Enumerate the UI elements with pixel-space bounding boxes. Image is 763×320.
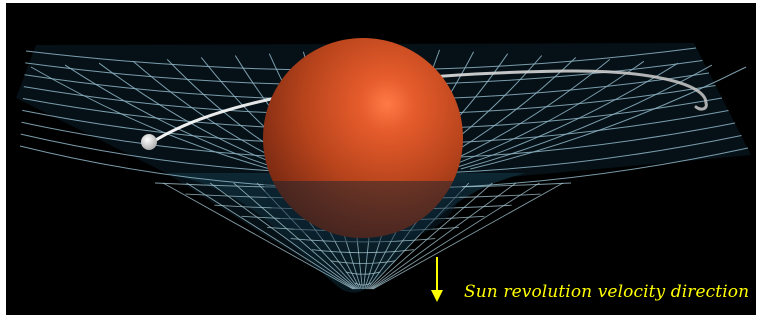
sun-sphere (263, 38, 463, 238)
spacetime-curvature-illustration (16, 38, 751, 302)
sun-lower-overlay (263, 181, 463, 243)
down-arrow-icon (431, 257, 443, 302)
diagram-frame: Sun revolution velocity direction (6, 3, 756, 315)
orbit-path (149, 69, 708, 145)
velocity-direction-label: Sun revolution velocity direction (464, 282, 750, 302)
planet (141, 134, 157, 150)
